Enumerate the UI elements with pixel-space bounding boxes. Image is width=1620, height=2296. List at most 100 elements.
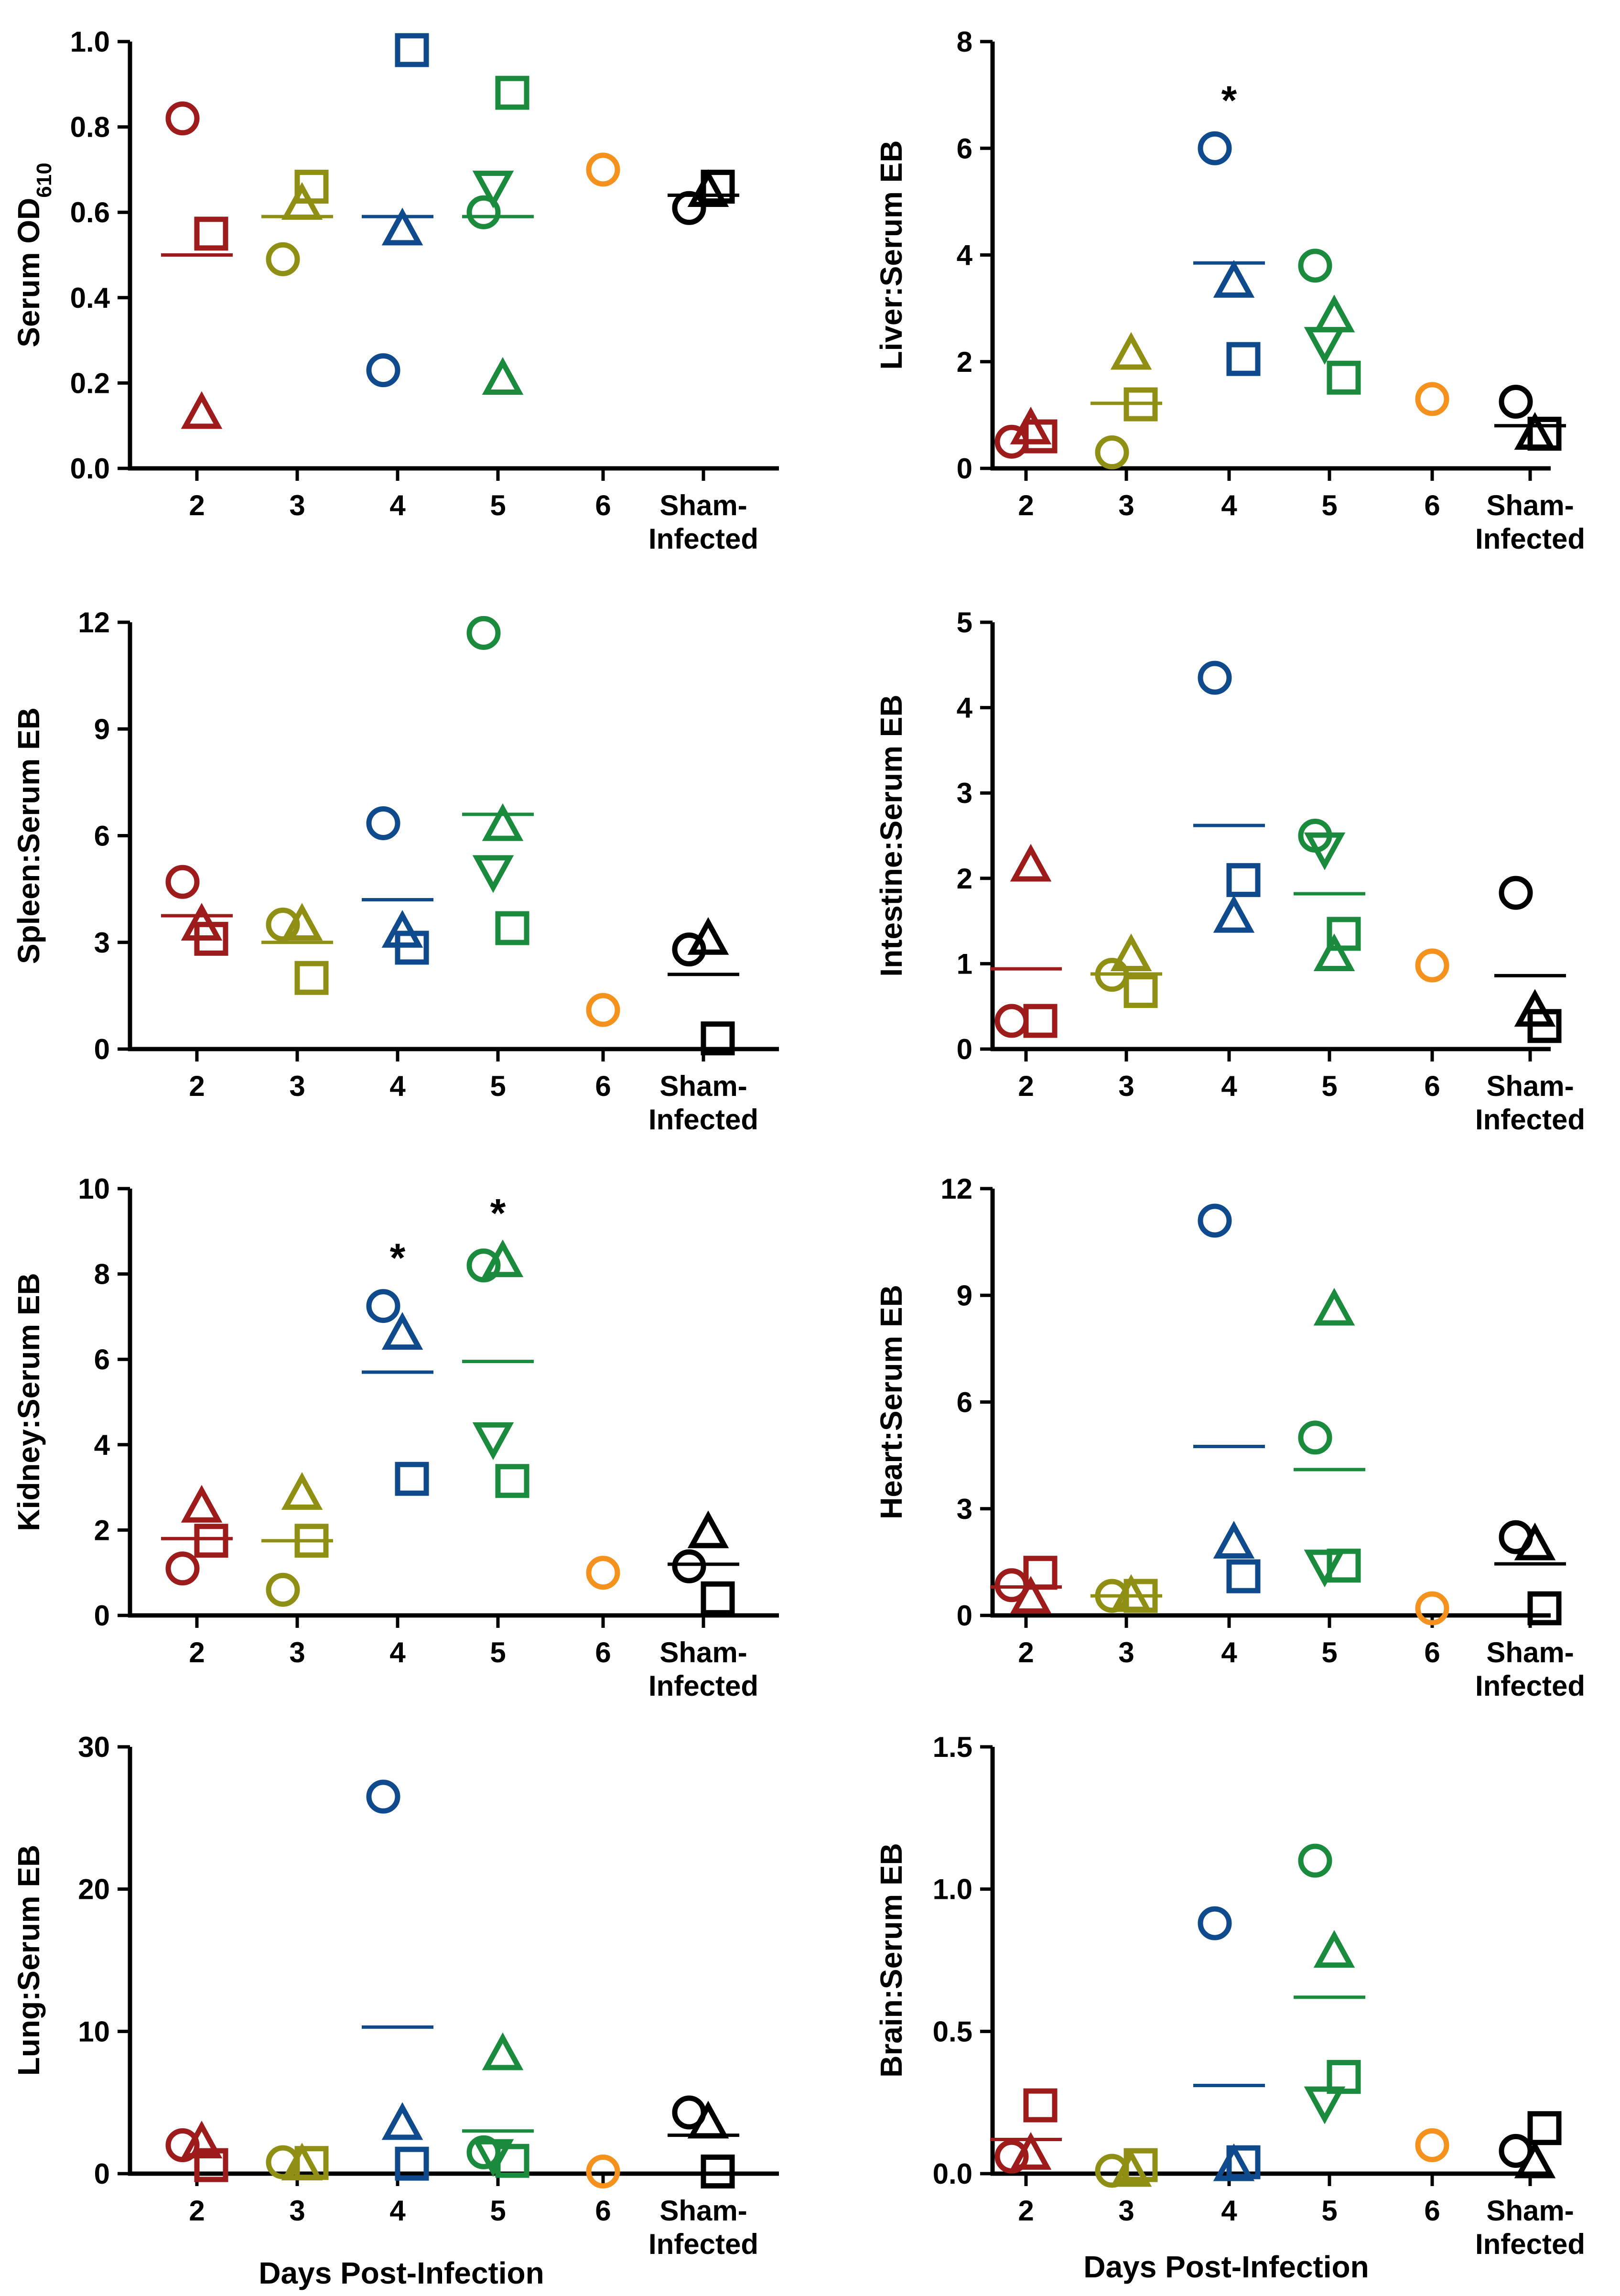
data-point-triangle [1514, 2140, 1556, 2178]
x-tick-label-sham-line2: Infected [648, 2228, 758, 2260]
data-point-square [1327, 1549, 1361, 1583]
data-point-circle [1095, 435, 1129, 470]
data-point-square [194, 2148, 228, 2182]
data-point-circle [1298, 1843, 1332, 1878]
y-axis-title: Intestine:Serum EB [874, 694, 908, 976]
data-point-circle [1095, 1579, 1129, 1613]
data-point-triangle [381, 1312, 423, 1350]
x-tick-label-sham-line2: Infected [648, 523, 758, 555]
data-point-circle [1198, 1203, 1232, 1238]
x-tick-label: 6 [595, 2195, 611, 2227]
data-point-triangle-down [472, 855, 514, 893]
panel-brain: 0.0 0.5 1.0 1.5 2 3 4 5 6 Sham-Infected Brain:Seru… [874, 1731, 1585, 2260]
y-axis-title: Spleen:Serum EB [11, 707, 46, 964]
data-point-square [395, 33, 429, 67]
y-tick-label: 3 [94, 927, 110, 959]
data-point-circle [672, 932, 706, 967]
data-point-square [294, 2146, 329, 2180]
x-tick-label: 4 [389, 1636, 406, 1668]
y-tick-label: 0.5 [933, 2015, 972, 2047]
data-point-circle [366, 1289, 400, 1323]
y-tick-label: 0.6 [70, 196, 110, 228]
y-tick-label: 0.8 [70, 111, 110, 143]
x-tick-label-sham-line2: Infected [1475, 1670, 1585, 1702]
group-6 [586, 2155, 620, 2189]
panel-intestine: 0 1 2 3 4 5 2 3 4 5 6 Sham-Infected Intestine:Serum … [874, 606, 1585, 1136]
y-tick-label: 6 [957, 1386, 972, 1419]
data-point-circle [366, 353, 400, 388]
data-point-square [1226, 2145, 1261, 2179]
data-point-circle [994, 2139, 1029, 2174]
data-point-square [495, 1464, 529, 1498]
data-point-circle [1415, 382, 1449, 416]
group-2 [990, 1556, 1062, 1614]
data-point-square [395, 1462, 429, 1496]
group-Sham-Infected [1499, 2111, 1562, 2178]
x-tick-label: 4 [1221, 489, 1237, 521]
y-tick-label: 0.0 [70, 453, 110, 485]
group-6 [1415, 948, 1449, 983]
group-Sham-Infected [1494, 384, 1566, 451]
group-4 [1193, 1203, 1265, 1593]
data-point-triangle [181, 391, 223, 429]
group-2 [994, 406, 1058, 459]
data-point-triangle [482, 357, 524, 395]
y-axis-title: Lung:Serum EB [11, 1845, 46, 2076]
x-tick-label: 2 [1018, 2195, 1034, 2227]
data-point-square [1527, 1591, 1562, 1625]
data-point-triangle [1010, 844, 1052, 882]
y-tick-label: 6 [94, 1343, 110, 1375]
data-point-triangle [1110, 332, 1152, 370]
data-point-circle [1499, 876, 1533, 910]
data-point-circle [586, 152, 620, 187]
x-tick-label: 4 [1221, 1070, 1237, 1102]
x-tick-label: 3 [1118, 489, 1134, 521]
x-tick-label: 6 [1424, 489, 1440, 521]
significance-star: * [490, 1191, 506, 1235]
group-2 [990, 2088, 1062, 2174]
data-point-circle [266, 242, 300, 276]
group-2 [161, 101, 233, 429]
y-tick-label: 2 [957, 863, 972, 895]
y-tick-label: 1 [957, 948, 972, 980]
x-tick-label: 2 [189, 489, 205, 521]
y-axis-title: Heart:Serum EB [874, 1285, 908, 1519]
panel-liver: 0 2 4 6 8 2 3 4 5 6 Sham-Infected Liver:Serum EB * [874, 26, 1585, 555]
data-point-square [1327, 917, 1361, 951]
x-tick-label-sham-line2: Infected [1475, 2228, 1585, 2260]
x-tick-label: 5 [490, 489, 506, 521]
data-point-square [1023, 2088, 1058, 2123]
data-point-square [294, 1524, 329, 1558]
data-point-triangle-down [472, 171, 514, 209]
y-tick-label: 0 [957, 1033, 972, 1065]
data-point-circle [1415, 948, 1449, 983]
y-tick-label: 10 [78, 2015, 110, 2047]
data-point-triangle [1010, 406, 1052, 444]
x-axis-title-right: Days Post-Infection [1083, 2250, 1369, 2284]
x-tick-label: 3 [289, 1070, 305, 1102]
x-tick-label: 5 [490, 1070, 506, 1102]
group-Sham-Infected [1494, 876, 1566, 1043]
group-4 [362, 806, 433, 965]
significance-star: * [390, 1235, 406, 1280]
y-tick-label: 1.0 [933, 1874, 972, 1906]
data-point-triangle [1514, 1522, 1556, 1560]
group-5 [462, 76, 534, 395]
data-point-square [701, 170, 735, 204]
y-tick-label: 1.0 [70, 26, 110, 58]
x-tick-label: 3 [1118, 1636, 1134, 1668]
x-tick-label-sham-line1: Sham- [659, 489, 747, 521]
x-tick-label: 6 [1424, 1070, 1440, 1102]
x-tick-label-sham-line1: Sham- [659, 1636, 747, 1668]
y-tick-label: 12 [940, 1173, 972, 1205]
data-point-square [1527, 2111, 1562, 2145]
y-axis-title: Kidney:Serum EB [11, 1273, 46, 1531]
x-tick-label: 4 [389, 2195, 406, 2227]
x-tick-label-sham-line2: Infected [648, 1670, 758, 1702]
group-Sham-Infected [668, 917, 739, 1056]
x-tick-label: 5 [1321, 1070, 1337, 1102]
group-Sham-Infected [1494, 1520, 1566, 1625]
group-5 [1294, 1843, 1365, 2124]
data-point-circle [1415, 1591, 1449, 1625]
significance-star: * [1221, 77, 1237, 122]
